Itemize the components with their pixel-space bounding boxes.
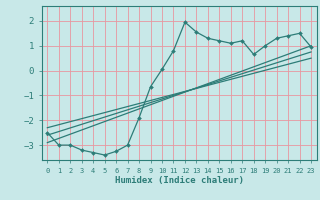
X-axis label: Humidex (Indice chaleur): Humidex (Indice chaleur) <box>115 176 244 185</box>
